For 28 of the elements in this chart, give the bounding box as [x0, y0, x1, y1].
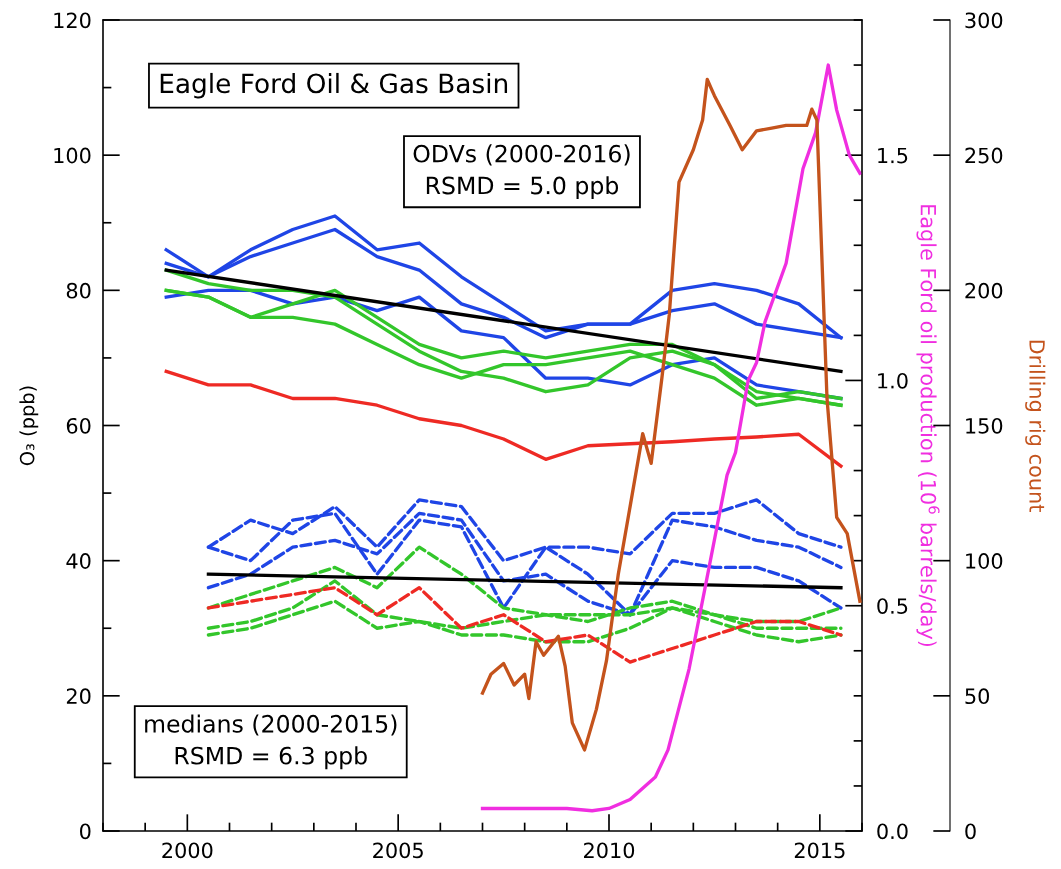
- y3-tick-label: 250: [965, 147, 1003, 164]
- y-tick-label: 60: [66, 417, 91, 434]
- x-tick-label: 2010: [584, 842, 635, 859]
- annotation: Eagle Ford Oil & Gas Basin: [160, 72, 508, 99]
- y2-tick-label: 1.0: [878, 372, 908, 389]
- y3-tick-label: 100: [966, 553, 1003, 569]
- y-tick-label: 80: [66, 282, 91, 299]
- y3-tick-label: 300: [965, 12, 1003, 29]
- y2-tick-label: 0.5: [877, 598, 908, 614]
- y2-axis-title: Eagle Ford oil production (10$^{6}$ barrels/day): [916, 205, 940, 647]
- y3-tick-label: 50: [965, 688, 990, 705]
- y3-axis-title: Drilling rig count: [1025, 340, 1046, 512]
- y-tick-label: 100: [54, 147, 91, 164]
- x-tick-label: 2000: [162, 842, 213, 859]
- annotation: ODVs (2000-2016) RSMD = 5.0 ppb: [413, 144, 630, 199]
- y3-tick-label: 150: [966, 417, 1003, 434]
- y-tick-label: 120: [54, 12, 91, 29]
- y2-tick-label: 1.5: [878, 147, 908, 164]
- x-tick-label: 2015: [794, 842, 845, 859]
- y-axis-title: O₃ (ppb): [19, 386, 39, 466]
- y-tick-label: 40: [66, 553, 91, 569]
- annotation: medians (2000-2015) RSMD = 6.3 ppb: [145, 714, 397, 770]
- y-tick-label: 20: [66, 688, 91, 705]
- y3-tick-label: 200: [965, 282, 1003, 299]
- y2-tick-label: 0.0: [877, 823, 908, 840]
- y-tick-label: 0: [80, 823, 91, 840]
- x-tick-label: 2005: [373, 842, 423, 859]
- y3-tick-label: 0: [965, 823, 976, 840]
